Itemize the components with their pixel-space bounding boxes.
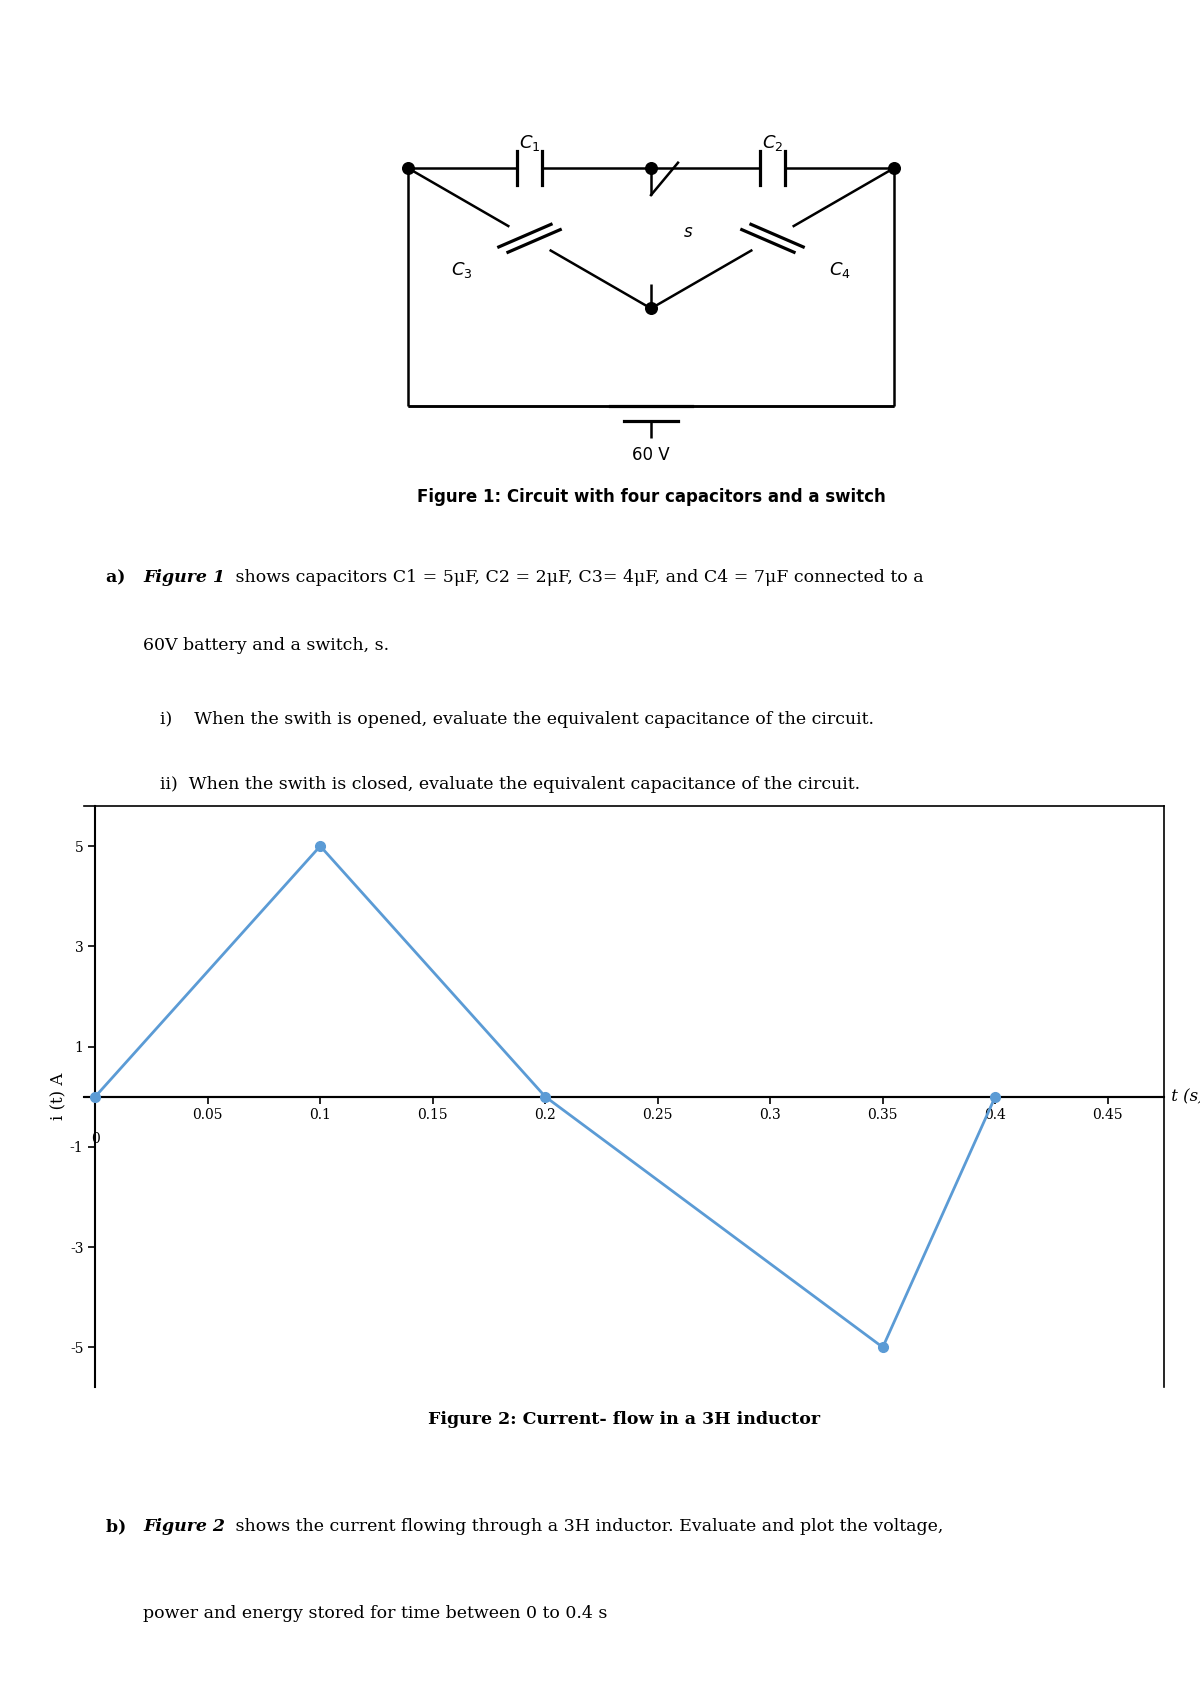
Point — [884, 154, 904, 181]
Text: a): a) — [106, 570, 131, 586]
Text: Figure 1: Figure 1 — [144, 570, 226, 586]
Text: Figure 2: Current- flow in a 3H inductor: Figure 2: Current- flow in a 3H inductor — [428, 1410, 820, 1427]
Text: power and energy stored for time between 0 to 0.4 s: power and energy stored for time between… — [144, 1605, 607, 1622]
Text: i)    When the swith is opened, evaluate the equivalent capacitance of the circu: i) When the swith is opened, evaluate th… — [160, 712, 874, 729]
Point — [398, 154, 418, 181]
Point — [641, 154, 660, 181]
Text: b): b) — [106, 1519, 132, 1536]
Text: 0: 0 — [91, 1132, 100, 1146]
Text: 60 V: 60 V — [632, 446, 670, 464]
Text: shows the current flowing through a 3H inductor. Evaluate and plot the voltage,: shows the current flowing through a 3H i… — [230, 1519, 943, 1536]
Text: $C_2$: $C_2$ — [762, 132, 784, 153]
Text: 60V battery and a switch, s.: 60V battery and a switch, s. — [144, 637, 390, 654]
Text: $C_1$: $C_1$ — [518, 132, 540, 153]
Text: $C_4$: $C_4$ — [829, 259, 851, 280]
Text: Figure 2: Figure 2 — [144, 1519, 226, 1536]
Point — [641, 295, 660, 322]
Y-axis label: i (t) A: i (t) A — [50, 1073, 67, 1120]
Text: t (s): t (s) — [1166, 1088, 1200, 1105]
Text: ii)  When the swith is closed, evaluate the equivalent capacitance of the circui: ii) When the swith is closed, evaluate t… — [160, 776, 859, 793]
Text: shows capacitors C1 = 5μF, C2 = 2μF, C3= 4μF, and C4 = 7μF connected to a: shows capacitors C1 = 5μF, C2 = 2μF, C3=… — [230, 570, 924, 586]
Text: s: s — [684, 222, 692, 241]
Text: Figure 1: Circuit with four capacitors and a switch: Figure 1: Circuit with four capacitors a… — [416, 488, 886, 507]
Text: $C_3$: $C_3$ — [451, 259, 473, 280]
